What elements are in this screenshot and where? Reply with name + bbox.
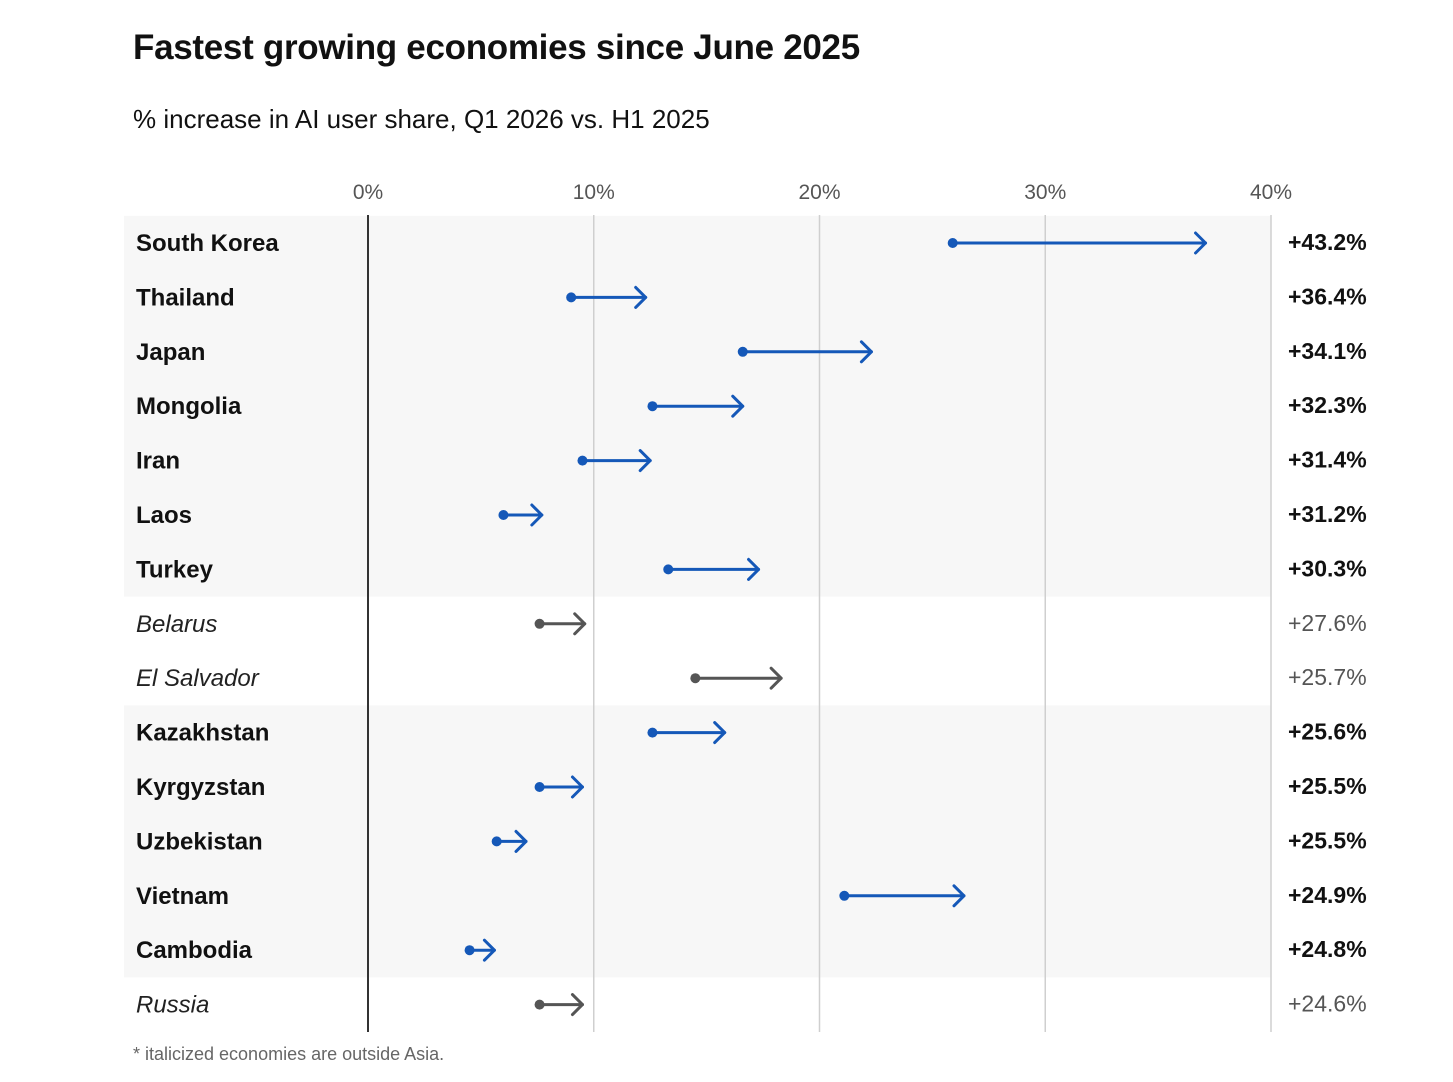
change-label: +31.4%: [1288, 447, 1367, 473]
data-row: Laos +31.2%: [136, 501, 1367, 529]
arrow-head: [482, 938, 496, 962]
change-label: +24.6%: [1288, 991, 1367, 1017]
country-label: South Korea: [136, 230, 279, 257]
start-point: [566, 292, 577, 303]
start-point: [534, 618, 545, 629]
start-point: [647, 727, 658, 738]
x-tick-label: 10%: [573, 181, 615, 204]
country-label: Cambodia: [136, 937, 253, 964]
start-point: [491, 836, 502, 847]
data-row: Cambodia +24.8%: [136, 936, 1367, 964]
data-row: Mongolia +32.3%: [136, 392, 1367, 420]
arrow-head: [1194, 231, 1208, 255]
data-row: Kyrgyzstan +25.5%: [136, 773, 1367, 801]
x-tick-label: 40%: [1250, 181, 1292, 204]
row-band: [124, 705, 1271, 978]
start-point: [737, 346, 748, 357]
arrow-head: [769, 666, 783, 690]
arrow-head: [634, 285, 648, 309]
arrow-head: [731, 394, 745, 418]
country-label: Vietnam: [136, 883, 229, 910]
country-label: Kyrgyzstan: [136, 774, 265, 801]
arrow-head: [514, 829, 528, 853]
start-point: [663, 564, 674, 575]
x-tick-label: 0%: [353, 181, 383, 204]
change-label: +34.1%: [1288, 338, 1367, 364]
arrow-head: [570, 993, 584, 1017]
x-tick-label: 20%: [798, 181, 840, 204]
country-label: Iran: [136, 448, 180, 475]
x-axis-ticks: 0% 10% 20% 30% 40%: [353, 181, 1292, 204]
x-tick-label: 30%: [1024, 181, 1066, 204]
chart-subtitle: % increase in AI user share, Q1 2026 vs.…: [133, 104, 710, 134]
chart-title: Fastest growing economies since June 202…: [133, 28, 860, 67]
country-label: Russia: [136, 992, 209, 1019]
country-label: Laos: [136, 502, 192, 529]
start-point: [690, 673, 701, 684]
data-row: Iran +31.4%: [136, 447, 1367, 475]
change-label: +25.6%: [1288, 719, 1367, 745]
start-point: [534, 782, 545, 792]
change-label: +24.8%: [1288, 936, 1367, 962]
data-row: Vietnam +24.9%: [136, 882, 1367, 910]
change-label: +25.5%: [1288, 773, 1367, 799]
change-label: +24.9%: [1288, 882, 1367, 908]
change-label: +27.6%: [1288, 610, 1367, 636]
start-point: [577, 455, 588, 466]
arrow-head: [859, 340, 873, 364]
data-row: Uzbekistan +25.5%: [136, 827, 1367, 855]
data-row: Japan +34.1%: [136, 338, 1367, 366]
row-bands: [124, 215, 1271, 978]
change-label: +25.5%: [1288, 827, 1367, 853]
data-row: Belarus +27.6%: [136, 610, 1367, 638]
country-label: Kazakhstan: [136, 720, 269, 747]
data-rows: South Korea +43.2% Thailand +36.4% Japan +34.…: [136, 229, 1367, 1019]
data-row: South Korea +43.2%: [136, 229, 1367, 257]
country-label: Turkey: [136, 556, 214, 583]
country-label: Thailand: [136, 284, 235, 311]
start-point: [534, 999, 545, 1010]
arrow-head: [570, 775, 584, 799]
change-label: +36.4%: [1288, 283, 1367, 309]
country-label: Belarus: [136, 611, 217, 638]
country-label: El Salvador: [136, 665, 260, 692]
country-label: Japan: [136, 339, 205, 366]
country-label: Uzbekistan: [136, 828, 263, 855]
change-label: +30.3%: [1288, 555, 1367, 581]
change-label: +25.7%: [1288, 664, 1367, 690]
arrow-head: [530, 503, 544, 527]
change-label: +31.2%: [1288, 501, 1367, 527]
data-row: Russia +24.6%: [136, 991, 1367, 1019]
start-point: [498, 510, 509, 520]
change-label: +43.2%: [1288, 229, 1367, 255]
arrow-head: [747, 557, 761, 581]
arrow-head: [713, 721, 727, 745]
arrow-head: [573, 612, 587, 636]
start-point: [947, 238, 958, 248]
start-point: [839, 890, 850, 901]
change-label: +32.3%: [1288, 392, 1367, 418]
data-row: Thailand +36.4%: [136, 283, 1367, 311]
data-row: El Salvador +25.7%: [136, 664, 1367, 692]
start-point: [464, 945, 475, 956]
country-label: Mongolia: [136, 393, 242, 420]
data-row: Turkey +30.3%: [136, 555, 1367, 583]
arrow-head: [638, 449, 652, 473]
start-point: [647, 401, 658, 412]
arrow-head: [952, 884, 966, 908]
chart-footnote: * italicized economies are outside Asia.: [133, 1044, 445, 1064]
data-row: Kazakhstan +25.6%: [136, 719, 1367, 747]
